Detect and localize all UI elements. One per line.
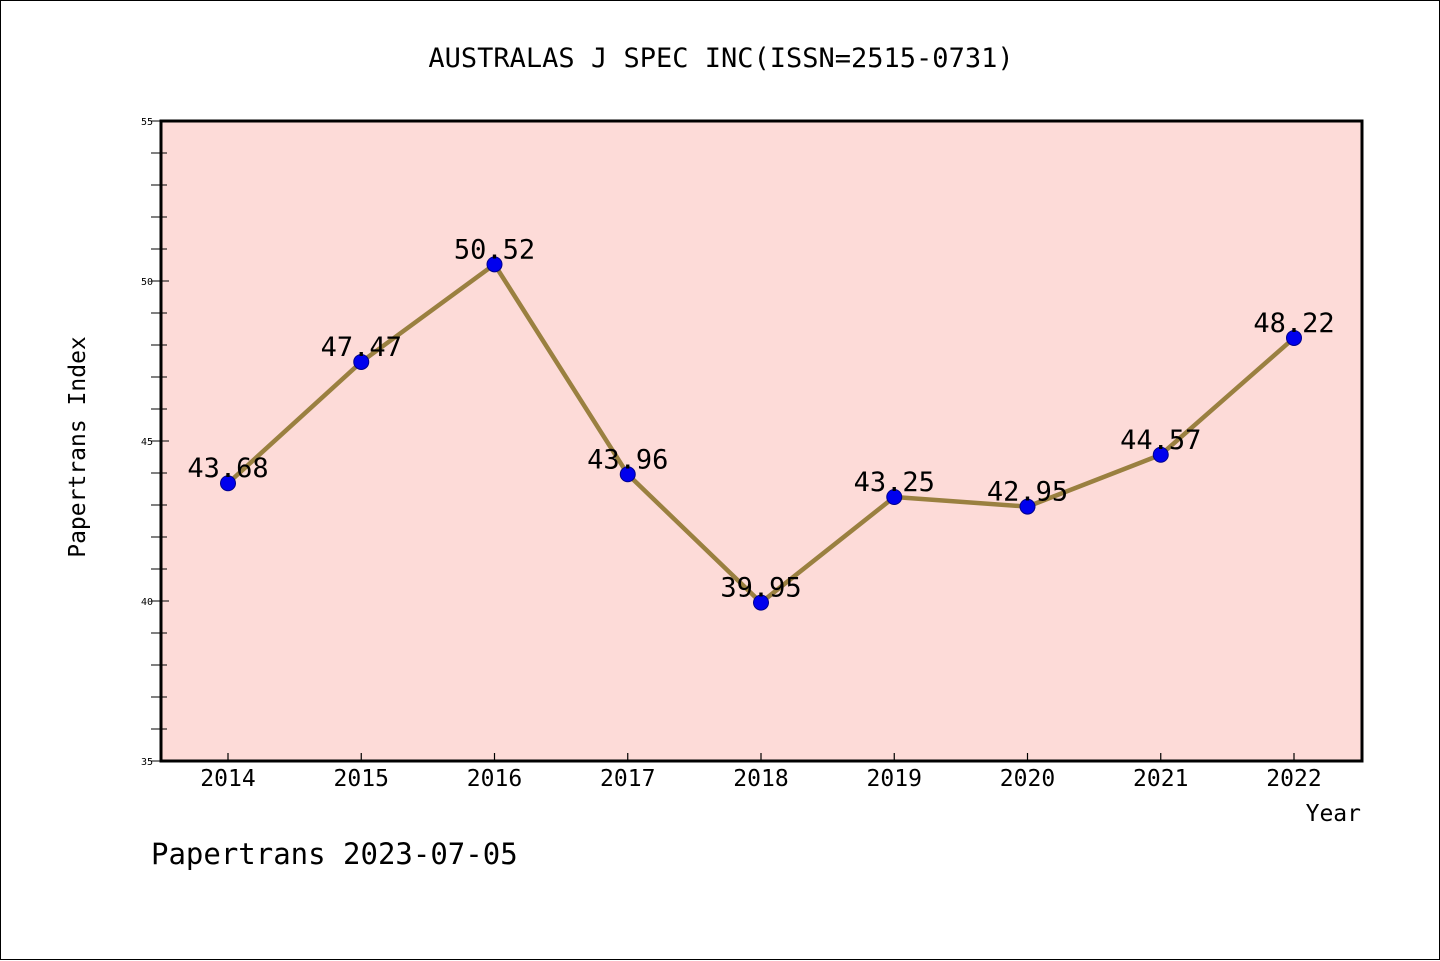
x-tick-label: 2014	[200, 766, 255, 792]
x-axis-label: Year	[1306, 801, 1361, 827]
series-line-group: 43.68 47.47 50.52 43.96 39.95 43.25 42.95 44.57…	[187, 234, 1335, 611]
y-tick-label: 50	[141, 277, 153, 288]
data-point	[1019, 498, 1036, 515]
data-point	[1286, 329, 1302, 346]
data-point	[486, 256, 503, 273]
data-point	[220, 475, 236, 492]
x-tick-label: 2018	[733, 766, 788, 792]
data-label: 44.57	[1120, 425, 1201, 456]
data-point	[619, 466, 636, 483]
y-axis: 35 40 45 50 55	[141, 117, 169, 768]
x-tick-label: 2015	[334, 766, 389, 792]
footer-source: Papertrans 2023-07-05	[151, 837, 518, 871]
chart-title: AUSTRALAS J SPEC INC(ISSN=2515-0731)	[428, 43, 1013, 74]
x-tick-label: 2022	[1266, 766, 1321, 792]
x-tick-label: 2021	[1133, 766, 1188, 792]
data-label: 42.95	[987, 477, 1068, 508]
y-tick-label: 40	[141, 597, 153, 608]
data-point	[353, 353, 370, 370]
data-label: 50.52	[454, 234, 535, 265]
y-tick-label: 35	[141, 757, 153, 768]
data-point	[886, 489, 903, 505]
x-tick-label: 2019	[867, 766, 922, 792]
y-tick-label: 55	[141, 117, 153, 128]
x-tick-label: 2016	[467, 766, 522, 792]
data-label: 43.96	[587, 444, 668, 475]
data-label: 43.25	[854, 467, 935, 498]
y-axis-label: Papertrans Index	[65, 336, 91, 558]
x-axis: 2014 2015 2016 2017 2018 2019 2020 2021 2022	[200, 753, 1322, 792]
data-label: 43.68	[187, 453, 268, 484]
x-tick-label: 2017	[600, 766, 655, 792]
data-label: 48.22	[1253, 308, 1334, 339]
data-point	[753, 594, 769, 611]
data-label: 39.95	[720, 573, 801, 604]
data-point	[1152, 446, 1169, 463]
y-tick-label: 45	[141, 437, 153, 448]
plot-area	[159, 119, 1364, 763]
data-label: 47.47	[321, 332, 402, 363]
x-tick-label: 2020	[1000, 766, 1055, 792]
